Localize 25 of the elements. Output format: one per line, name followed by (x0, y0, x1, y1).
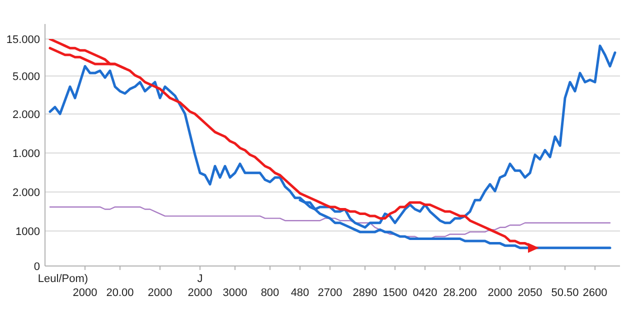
text: 1000 (16, 226, 40, 238)
text: 5.000 (12, 71, 40, 83)
text: J (197, 273, 203, 285)
x-tick-label: 2000 (148, 287, 172, 299)
x-tick-label: 3000 (222, 287, 248, 299)
x-tick-label: 50.50 (551, 287, 579, 299)
x-tick-label: 2890 (352, 287, 378, 299)
x-tick-label: 2000 (488, 287, 512, 299)
x-tick-label: 800 (260, 287, 280, 299)
text: 15.000 (6, 34, 40, 46)
x-tick-label: 28.200 (443, 287, 477, 299)
x-tick-label: 2000 (188, 287, 212, 299)
text: Leul/Pom) (38, 273, 88, 285)
x-tick-label: 0420 (412, 287, 438, 299)
x-tick-label: 2050 (518, 287, 542, 299)
x-tick-label: 2700 (318, 287, 342, 299)
text: 2.000 (12, 109, 40, 121)
x-tick-label: 2000 (72, 287, 98, 299)
x-tick-label: 480 (290, 287, 310, 299)
text: 2.000 (12, 187, 40, 199)
x-tick-label: 2600 (582, 287, 608, 299)
text: 0 (34, 261, 40, 273)
text: 1.000 (12, 148, 40, 160)
x-tick-label: 20.00 (106, 287, 134, 299)
x-tick-label: 1500 (382, 287, 408, 299)
